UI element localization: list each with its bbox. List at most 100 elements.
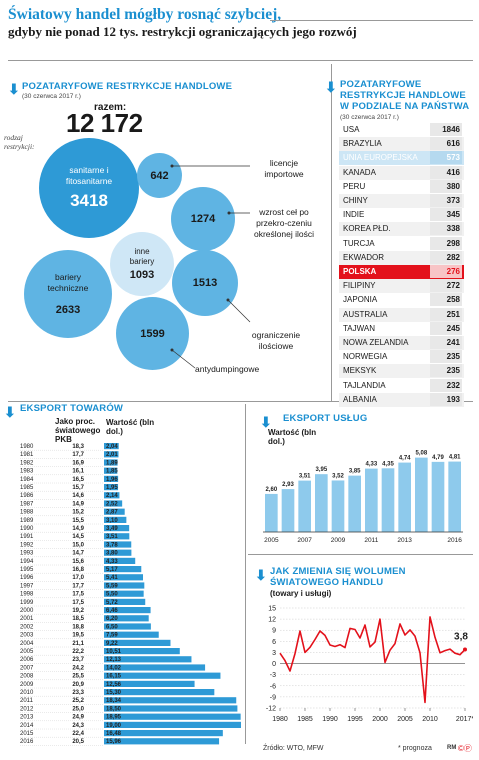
goods-year-label: 1995 (20, 567, 34, 573)
country-name: TAJLANDIA (343, 380, 386, 390)
restriction-type-label: rodzaj restrykcji: (4, 133, 35, 151)
goods-bar (104, 680, 195, 687)
country-value: 251 (430, 307, 462, 321)
down-arrow-icon: ⬇ (8, 81, 20, 97)
goods-bar (104, 705, 238, 712)
circle-label: sanitarne i fitosanitarne (65, 165, 113, 186)
goods-value-label: 1,96 (106, 477, 118, 483)
goods-year-label: 2013 (20, 715, 34, 721)
goods-bar (104, 475, 119, 482)
goods-value-label: 15,30 (106, 690, 122, 696)
down-arrow-icon: ⬇ (260, 414, 272, 430)
country-name: NOWA ZELANDIA (343, 338, 409, 347)
goods-year-label: 1980 (20, 444, 34, 450)
goods-bar (104, 607, 151, 614)
volume-ytick-label: 15 (268, 606, 276, 613)
country-heading: POZATARYFOWE RESTRYKCJE HANDLOWE W PODZI… (340, 79, 470, 112)
goods-pct-value: 20,5 (72, 739, 84, 745)
country-row: INDIE 345 (339, 208, 464, 222)
goods-value-label: 2,04 (106, 444, 118, 450)
volume-end-label: 3,8 (454, 631, 468, 642)
circle-quantitative: 1513 (172, 250, 238, 316)
total-label: razem: (94, 102, 127, 113)
country-value: 338 (430, 222, 462, 236)
services-export-chart: 2,60 2,93 3,51 3,95 3,52 3,85 4,33 4,35 4,74 5,08… (263, 451, 463, 544)
volume-ytick-label: -12 (266, 706, 276, 713)
goods-year-label: 2004 (20, 641, 34, 647)
goods-bar (104, 664, 206, 671)
services-bar (448, 461, 461, 532)
goods-value-label: 3,49 (106, 526, 118, 532)
services-bar (315, 474, 328, 532)
goods-bar (104, 467, 118, 474)
goods-pct-value: 25,2 (72, 698, 84, 704)
volume-ytick-label: 3 (272, 650, 276, 657)
country-name: POLSKA (343, 267, 377, 276)
label-quantitative: ograniczenie ilościowe (251, 330, 301, 351)
label-licenses: licencje importowe (264, 158, 304, 179)
goods-value-label: 15,96 (106, 739, 122, 745)
volume-ytick-label: 6 (272, 639, 276, 646)
goods-pct-value: 24,2 (72, 665, 84, 671)
country-name: FILIPINY (343, 281, 376, 291)
goods-bar (104, 689, 215, 696)
country-row: TURCJA 298 (339, 236, 464, 251)
goods-value-label: 1,89 (106, 460, 118, 466)
bottom-section-divider (245, 404, 246, 744)
country-value: 573 (430, 151, 462, 165)
goods-value-label: 2,14 (106, 493, 118, 499)
country-value: 245 (430, 321, 462, 335)
top-section-divider (331, 64, 332, 402)
goods-value-label: 6,46 (106, 608, 118, 614)
goods-year-label: 1991 (20, 534, 34, 540)
goods-year-label: 1994 (20, 559, 34, 565)
volume-xtick-label: 2005 (397, 716, 413, 723)
services-value-label: 3,52 (332, 473, 344, 479)
services-value-label: 3,51 (299, 474, 311, 480)
goods-value-label: 5,59 (106, 583, 118, 589)
goods-bar (104, 672, 221, 679)
country-row: TAJWAN 245 (339, 321, 464, 336)
country-row: NORWEGIA 235 (339, 350, 464, 364)
services-value-label: 5,08 (415, 451, 427, 457)
country-value: 380 (430, 179, 462, 193)
country-row: ALBANIA 193 (339, 392, 464, 407)
country-name: BRAZYLIA (343, 139, 382, 149)
forecast-note: * prognoza (398, 745, 432, 752)
circle-value: 1599 (140, 327, 165, 340)
goods-pct-value: 24,9 (72, 715, 84, 721)
goods-value-label: 5,17 (106, 567, 118, 573)
goods-pct-value: 20,9 (72, 682, 84, 688)
goods-bar (104, 738, 220, 745)
services-bar (381, 468, 395, 532)
services-tick-label: 2009 (331, 537, 346, 544)
services-bar (265, 493, 278, 532)
country-name: EKWADOR (343, 252, 385, 262)
country-row: FILIPINY 272 (339, 279, 464, 294)
goods-year-label: 1982 (20, 460, 34, 466)
country-name: MEKSYK (343, 366, 377, 376)
country-value: 298 (430, 236, 462, 250)
goods-pct-value: 25,5 (72, 674, 84, 680)
goods-bar (104, 549, 132, 556)
services-bar (431, 461, 445, 532)
goods-year-label: 1989 (20, 518, 34, 524)
volume-xtick-label: 1985 (297, 716, 313, 723)
country-name: USA (343, 125, 360, 134)
goods-year-label: 2011 (20, 698, 34, 704)
goods-value-label: 12,13 (106, 657, 122, 663)
country-value: 345 (430, 208, 462, 222)
services-value-label: 3,85 (349, 469, 361, 475)
circle-value: 1093 (129, 269, 155, 281)
goods-pct-value: 16,9 (72, 460, 84, 466)
goods-pct-value: 25,0 (72, 706, 84, 712)
goods-pct-value: 18,3 (72, 444, 84, 450)
goods-year-label: 2008 (20, 674, 34, 680)
circle-other: inne bariery 1093 (110, 232, 174, 296)
goods-bar (104, 574, 144, 581)
country-value: 616 (430, 137, 462, 151)
services-value-label: 4,35 (382, 461, 394, 467)
goods-pct-value: 14,6 (72, 493, 84, 499)
services-value-label: 4,81 (449, 455, 461, 461)
goods-pct-value: 16,1 (72, 469, 84, 475)
